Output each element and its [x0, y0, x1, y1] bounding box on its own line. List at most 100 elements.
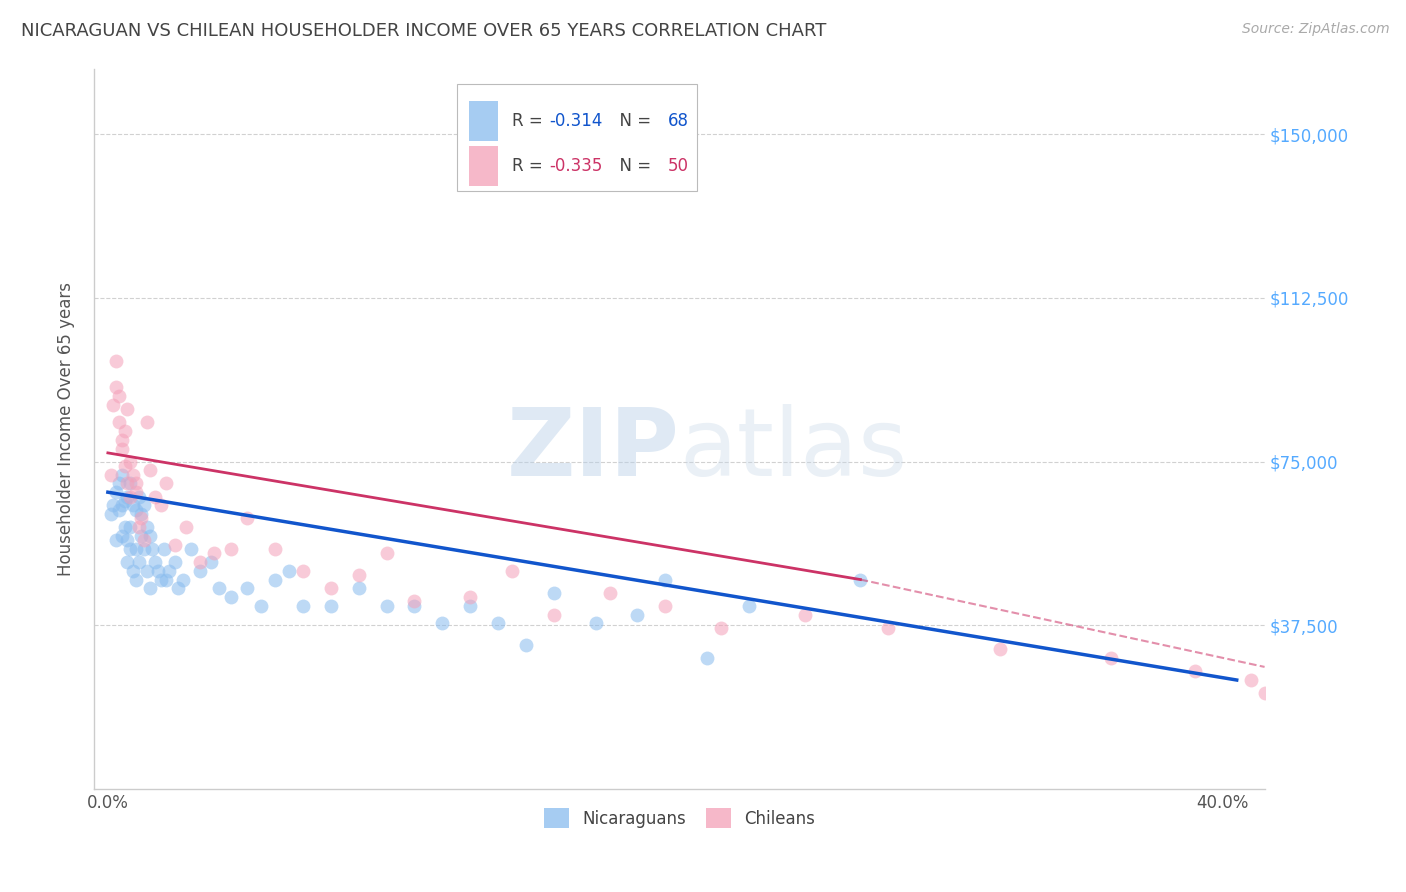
Point [157, 564, 180, 578]
Text: -0.314: -0.314 [550, 112, 603, 130]
Point [877, 621, 900, 635]
Point [120, 455, 142, 469]
Text: atlas: atlas [679, 404, 907, 497]
Point [120, 490, 142, 504]
Point [188, 555, 211, 569]
Point [543, 585, 565, 599]
Legend: Nicaraguans, Chileans: Nicaraguans, Chileans [537, 801, 821, 835]
Point [131, 529, 153, 543]
Point [131, 511, 153, 525]
Point [138, 582, 160, 596]
Point [105, 533, 128, 548]
Point [131, 507, 153, 521]
Point [347, 568, 370, 582]
Point [149, 498, 172, 512]
Point [108, 502, 131, 516]
Point [543, 607, 565, 622]
Point [208, 582, 231, 596]
Point [1184, 665, 1206, 679]
Point [108, 389, 131, 403]
Point [404, 594, 426, 608]
Point [108, 476, 131, 491]
Point [122, 564, 145, 578]
Point [988, 642, 1011, 657]
Point [155, 573, 177, 587]
Point [152, 541, 174, 556]
Point [291, 564, 314, 578]
Point [654, 573, 676, 587]
Point [111, 498, 134, 512]
Point [114, 494, 136, 508]
Point [1099, 651, 1122, 665]
Point [117, 533, 139, 548]
Point [172, 573, 194, 587]
Point [163, 555, 186, 569]
Text: N =: N = [609, 157, 657, 175]
Text: R =: R = [512, 112, 548, 130]
Point [319, 599, 342, 613]
Point [849, 573, 872, 587]
Point [111, 442, 134, 456]
Point [103, 498, 125, 512]
Text: Source: ZipAtlas.com: Source: ZipAtlas.com [1241, 22, 1389, 37]
Point [458, 590, 481, 604]
Point [180, 541, 202, 556]
Point [105, 380, 128, 394]
Point [1240, 673, 1263, 687]
Point [117, 476, 139, 491]
Point [125, 502, 148, 516]
Point [128, 555, 150, 569]
Point [128, 490, 150, 504]
Point [236, 582, 259, 596]
Point [375, 546, 398, 560]
Point [105, 485, 128, 500]
Point [120, 541, 142, 556]
Point [143, 555, 166, 569]
Point [120, 476, 142, 491]
Point [738, 599, 761, 613]
Point [793, 607, 815, 622]
Point [486, 616, 509, 631]
Point [114, 520, 136, 534]
Point [125, 485, 148, 500]
Point [105, 354, 128, 368]
Text: NICARAGUAN VS CHILEAN HOUSEHOLDER INCOME OVER 65 YEARS CORRELATION CHART: NICARAGUAN VS CHILEAN HOUSEHOLDER INCOME… [21, 22, 827, 40]
Point [149, 573, 172, 587]
Point [135, 415, 157, 429]
Point [188, 564, 211, 578]
Point [515, 638, 537, 652]
Point [585, 616, 607, 631]
Point [135, 564, 157, 578]
Point [111, 529, 134, 543]
Point [141, 541, 163, 556]
Point [347, 582, 370, 596]
Point [117, 490, 139, 504]
Bar [468, 146, 498, 186]
Point [1253, 686, 1275, 700]
Point [250, 599, 273, 613]
Point [143, 490, 166, 504]
Point [264, 573, 287, 587]
Point [501, 564, 523, 578]
Point [117, 402, 139, 417]
Point [125, 541, 148, 556]
Point [291, 599, 314, 613]
Point [120, 520, 142, 534]
Point [138, 463, 160, 477]
Point [696, 651, 718, 665]
Point [219, 590, 242, 604]
Point [132, 498, 155, 512]
Point [125, 476, 148, 491]
Point [122, 498, 145, 512]
Point [599, 585, 621, 599]
Point [166, 582, 188, 596]
Point [264, 541, 287, 556]
Point [108, 415, 131, 429]
Point [202, 546, 225, 560]
Point [114, 424, 136, 438]
Point [432, 616, 454, 631]
Text: 50: 50 [668, 157, 689, 175]
Point [375, 599, 398, 613]
Point [200, 555, 222, 569]
Point [626, 607, 648, 622]
